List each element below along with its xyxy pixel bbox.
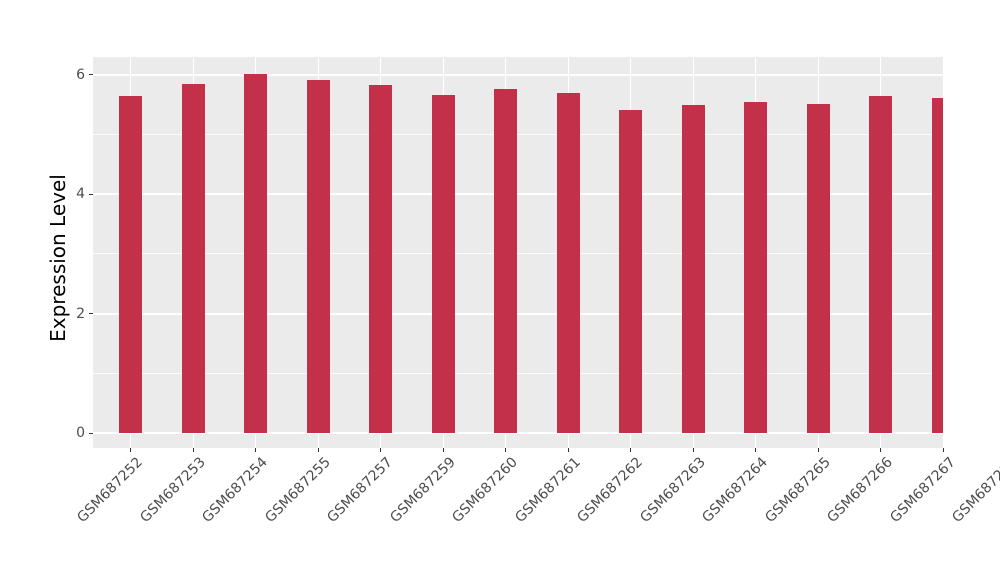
x-tick-GSM687257 [380,448,381,452]
x-tick-GSM687261 [567,448,569,452]
gridline-minor-y3 [93,253,943,255]
gridline-minor-y5 [93,134,943,136]
x-tick-label-GSM687254: GSM687254 [199,454,272,526]
x-tick-label-GSM687261: GSM687261 [512,454,584,526]
x-tick-label-GSM687262: GSM687262 [574,454,647,526]
gridline-major-y0 [93,432,943,434]
bar-GSM687252 [119,96,142,433]
plot-panel [93,57,943,448]
bar-GSM687262 [619,109,642,433]
y-tick-4 [89,193,93,195]
y-tick-label-2: 2 [76,305,85,322]
x-tick-label-GSM687252: GSM687252 [74,454,147,526]
gridline-minor-y1 [93,372,943,374]
bar-GSM687255 [306,80,330,433]
gridline-major-y6 [93,73,943,76]
x-tick-GSM687253 [192,448,194,452]
y-tick-6 [89,74,93,76]
y-tick-label-0: 0 [76,425,85,441]
y-tick-0 [89,432,93,434]
bar-GSM687266 [869,96,892,433]
x-tick-GSM687254 [255,448,256,452]
x-tick-GSM687263 [692,448,694,452]
bar-GSM687253 [181,83,205,433]
x-tick-label-GSM687264: GSM687264 [699,454,772,526]
bar-GSM687264 [744,101,767,433]
bar-GSM687267 [931,97,943,433]
x-tick-GSM687265 [817,448,819,452]
y-tick-label-6: 6 [76,66,85,83]
x-tick-GSM687259 [442,448,444,452]
bar-GSM687263 [681,104,705,433]
bar-GSM687260 [494,88,517,433]
x-tick-label-GSM687260: GSM687260 [449,454,522,526]
x-tick-label-GSM687265: GSM687265 [762,454,834,526]
x-tick-label-GSM687263: GSM687263 [637,454,709,526]
y-tick-2 [89,313,93,315]
x-tick-GSM687267 [942,448,944,452]
bar-GSM687254 [244,73,267,433]
x-tick-label-GSM687257: GSM687257 [324,454,397,526]
bar-GSM687257 [369,84,392,433]
x-tick-label-GSM687267: GSM687267 [887,454,959,526]
gridline-major-y2 [93,312,943,315]
x-tick-label-GSM687255: GSM687255 [262,454,334,526]
x-tick-GSM687260 [505,448,506,452]
x-tick-GSM687252 [130,448,131,452]
x-tick-label-GSM687266: GSM687266 [824,454,897,526]
y-tick-label-4: 4 [76,186,85,203]
x-tick-GSM687266 [880,448,881,452]
bar-GSM687265 [806,103,830,433]
bar-GSM687259 [431,94,455,433]
x-tick-GSM687262 [630,448,631,452]
x-tick-label-GSM687259: GSM687259 [387,454,459,526]
bar-GSM687261 [556,93,580,433]
x-tick-GSM687255 [317,448,319,452]
gridline-major-y4 [93,193,943,196]
x-tick-label-GSM687253: GSM687253 [137,454,209,526]
x-tick-GSM687264 [755,448,756,452]
